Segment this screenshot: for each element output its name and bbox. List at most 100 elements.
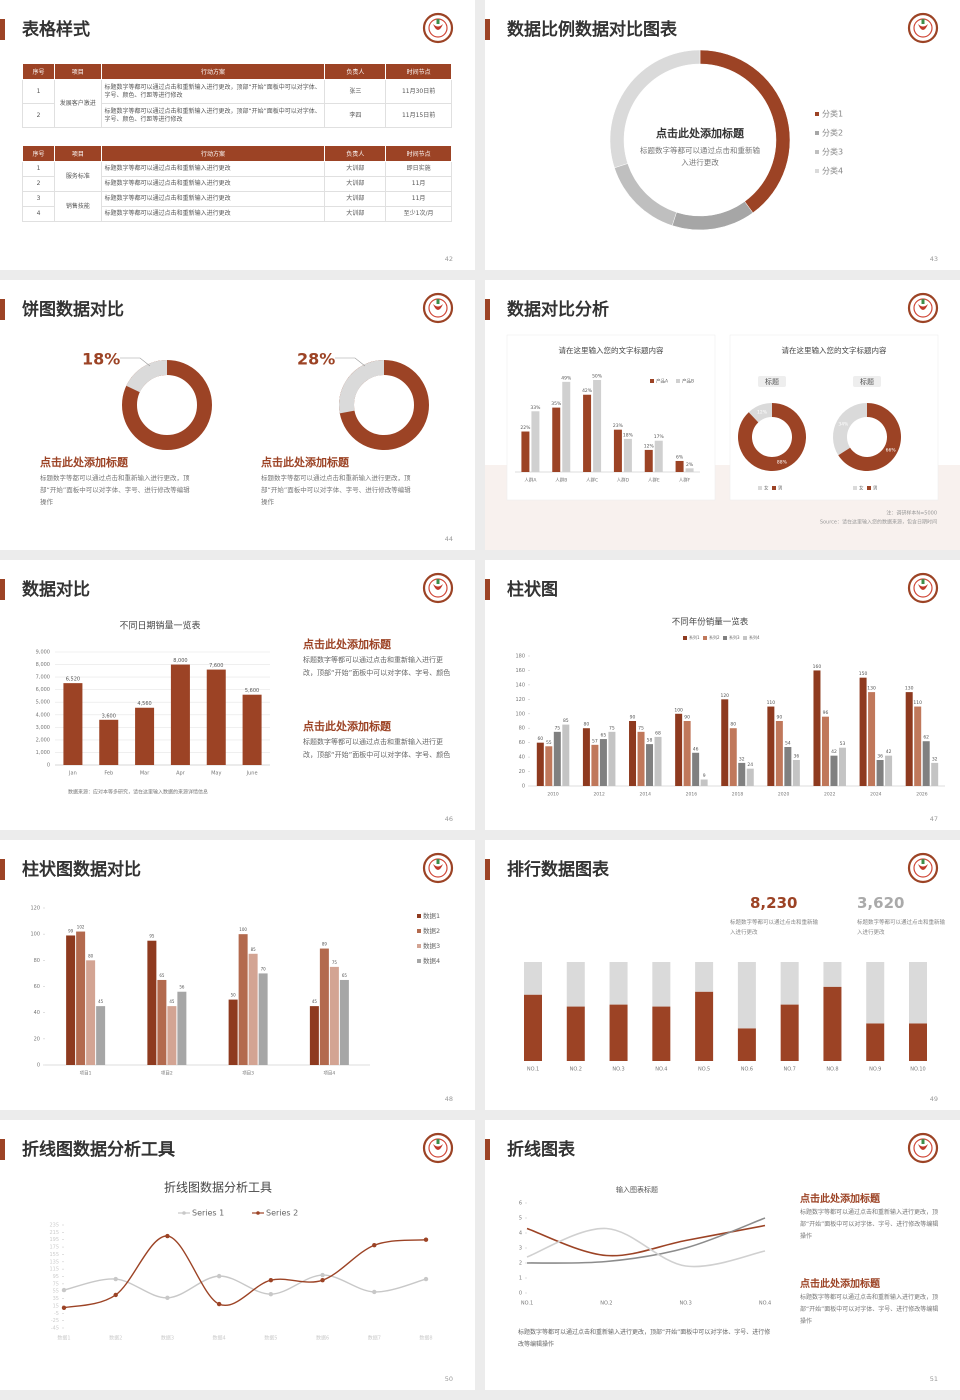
logo-leaf xyxy=(436,1139,440,1144)
x-tick-label: NO.6 xyxy=(741,1067,753,1073)
bar xyxy=(746,768,754,786)
legend-swatch xyxy=(758,486,762,490)
data-table: 序号 项目 行动方案 负责人 时间节点 1 发展客户激进 标题数字等都可以通过点击和重新输入进… xyxy=(21,63,452,128)
marker xyxy=(268,1277,274,1283)
marker xyxy=(423,1237,429,1242)
header-cell: 负责人 xyxy=(324,145,387,162)
slide-title: 饼图数据对比 xyxy=(22,299,124,320)
bar-segment xyxy=(609,962,628,1005)
donut-heading: 点击此处添加标题 xyxy=(656,126,745,140)
x-tick-label: 2018 xyxy=(732,792,744,798)
legend-label: 数据3 xyxy=(423,941,440,950)
bar xyxy=(582,728,590,786)
bar xyxy=(784,747,792,786)
bar xyxy=(552,407,561,472)
slide-canvas: 数据比例数据对比图表 43 分类1 分类2 分类3 分类4 点击此处添加标题 xyxy=(485,12,939,263)
logo-mark xyxy=(433,24,443,30)
value-label: 54 xyxy=(785,741,791,747)
marker xyxy=(372,1243,377,1248)
legend-label: 女 xyxy=(764,485,769,492)
marker xyxy=(113,1276,118,1282)
cell: 2 xyxy=(21,103,56,128)
legend-swatch xyxy=(815,169,819,173)
bar-segment xyxy=(566,962,585,1007)
leader-line xyxy=(120,357,151,367)
value-label: 23% xyxy=(613,423,624,429)
logo-mark xyxy=(918,304,928,310)
y-tick-label: 155 xyxy=(49,1252,59,1258)
legend-label: 产品A xyxy=(656,378,669,385)
slide-title: 柱状图数据对比 xyxy=(22,859,141,880)
y-tick-label: 55 xyxy=(53,1289,59,1295)
x-tick-label: 2014 xyxy=(640,792,652,798)
bar xyxy=(562,381,571,472)
slide-canvas: 数据对比分析45请在这里输入您的文字标题内容产品A产品B人群A22%33%人群B… xyxy=(485,292,960,550)
x-tick-label: 人群C xyxy=(586,477,598,484)
y-tick-label: 5,000 xyxy=(36,700,50,706)
y-tick-label: -25 xyxy=(51,1318,59,1324)
logo-mark xyxy=(433,304,443,310)
x-tick-label: NO.9 xyxy=(869,1067,881,1073)
legend-swatch xyxy=(853,486,857,490)
block-heading: 点击此处添加标题 xyxy=(303,720,391,733)
value-label: 130 xyxy=(905,686,914,692)
logo-leaf xyxy=(921,859,925,864)
bar xyxy=(637,731,645,786)
marker xyxy=(320,1277,325,1283)
y-tick-label: 120 xyxy=(515,697,525,703)
bar xyxy=(242,694,262,765)
y-tick-label: 0 xyxy=(519,1291,522,1297)
header-cell: 项目 xyxy=(54,63,102,80)
slide-canvas: 饼图数据对比 44 18% 28% xyxy=(0,292,454,543)
table-row: 4 标题数字等都可以通过点击和重新输入进行更改 大训部 至少1次/月 xyxy=(21,206,452,222)
value-label: 9 xyxy=(703,773,706,779)
cell: 大训部 xyxy=(324,161,387,177)
bar-segment xyxy=(524,962,542,995)
y-tick-label: 0 xyxy=(522,784,525,790)
y-tick-label: 40 xyxy=(519,755,525,761)
note: 注：调研样本N=5000 xyxy=(886,510,937,517)
bar xyxy=(258,973,268,1065)
header-cell: 项目 xyxy=(54,145,102,162)
bar xyxy=(531,411,540,472)
value-label: 75 xyxy=(609,725,615,731)
value-label: 50% xyxy=(592,374,603,380)
stat-value: 3,620 xyxy=(857,894,905,912)
value-label: 150 xyxy=(859,671,868,677)
marker xyxy=(268,1291,274,1297)
value-label: 33% xyxy=(530,405,541,411)
y-tick-label: 215 xyxy=(49,1230,59,1236)
y-tick-label: 40 xyxy=(34,1010,40,1016)
x-tick-label: 2010 xyxy=(547,792,559,798)
slide-canvas: 数据对比 46 不同日期销量一览表 0 1,000 2,000 3,000 4,000 5,00… xyxy=(0,572,454,823)
value-label: 8,000 xyxy=(173,658,187,664)
x-tick-label: NO.5 xyxy=(698,1067,710,1073)
slide: 折线图表 51 输入图表标题 0 1 2 3 4 5 6 NO.1 NO.2 NO.3 NO.4 点击此处添… xyxy=(485,1120,960,1390)
bar xyxy=(157,979,167,1065)
value-label: 80 xyxy=(88,953,94,958)
value-label: 120 xyxy=(720,693,729,699)
value-label: 32 xyxy=(739,756,745,762)
value-label: 50 xyxy=(231,993,237,998)
bar xyxy=(238,934,248,1065)
legend-swatch xyxy=(815,150,819,154)
bar xyxy=(167,1006,177,1065)
value-label: 2% xyxy=(686,462,694,468)
page-number: 49 xyxy=(930,1095,938,1103)
item-text: 标题数字等都可以通过点击和重新输入进行更改，顶部“开始”面板中可以对字体、字号、… xyxy=(261,474,411,506)
slide-canvas: 排行数据图表 49 NO.1 NO.2 NO.3 NO.4 NO.5 NO.6 NO.7 NO.8… xyxy=(485,852,939,1103)
value-label: 110 xyxy=(767,700,776,706)
legend-label: 数据4 xyxy=(423,956,440,965)
bar xyxy=(767,706,775,786)
value-label: 3,600 xyxy=(102,713,116,719)
value-label: 65 xyxy=(342,973,348,978)
value-label: 160 xyxy=(813,664,822,670)
y-tick-label: 6,000 xyxy=(36,687,50,693)
marker xyxy=(423,1276,429,1282)
x-tick-label: 数据2 xyxy=(109,1335,122,1342)
y-tick-label: 7,000 xyxy=(36,675,50,681)
bar xyxy=(859,677,867,786)
page-number: 42 xyxy=(445,255,453,263)
y-tick-label: 20 xyxy=(34,1036,40,1042)
bar-segment xyxy=(866,1023,885,1061)
